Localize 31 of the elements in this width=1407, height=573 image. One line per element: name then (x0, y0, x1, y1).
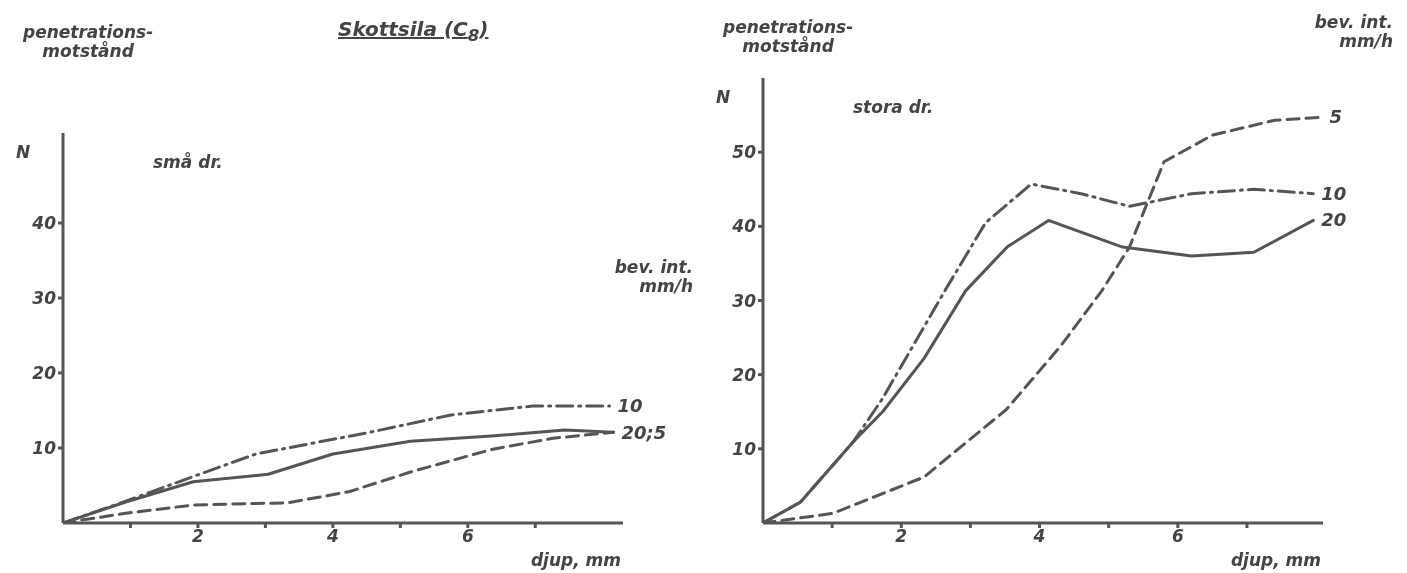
series-label: 10 (617, 395, 643, 416)
text: små dr. (153, 152, 223, 172)
x-tick-label: 6 (461, 526, 474, 547)
series-label: 5 (1329, 106, 1343, 128)
x-tick-label: 2 (192, 526, 204, 547)
text: N (716, 87, 731, 107)
y-tick-label: 30 (732, 290, 757, 311)
x-tick-label: 6 (1171, 526, 1184, 547)
y-tick-label: 10 (732, 438, 757, 459)
x-axis-title: djup, mm (530, 550, 621, 570)
y-tick-label: 50 (732, 142, 757, 163)
y-tick-label: 30 (32, 288, 57, 309)
legend-title: bev. int. mm/h (1314, 12, 1393, 51)
x-tick-label: 4 (1032, 526, 1046, 547)
legend-title: bev. int. mm/h (614, 257, 693, 296)
y-tick-label: 20 (32, 363, 57, 384)
y-tick-label: 40 (731, 216, 757, 237)
x-axis-title: djup, mm (1230, 550, 1321, 570)
text: N (16, 142, 31, 162)
series-label: 10 (1321, 182, 1347, 204)
y-axis-title: penetrations- motstånd (723, 17, 854, 56)
x-tick-label: 4 (325, 526, 339, 547)
x-tick-label: 2 (895, 526, 908, 547)
y-tick-label: 10 (32, 438, 57, 459)
y-axis-title: penetrations- motstånd (23, 22, 154, 61)
y-tick-label: 20 (732, 364, 757, 385)
series-label: 20 (1321, 209, 1347, 231)
y-tick-label: 40 (31, 213, 57, 234)
text: stora dr. (853, 97, 934, 117)
annotation: 20;5 (621, 421, 667, 443)
chart-title: Skottsila (C$_{8}$) (338, 17, 489, 45)
